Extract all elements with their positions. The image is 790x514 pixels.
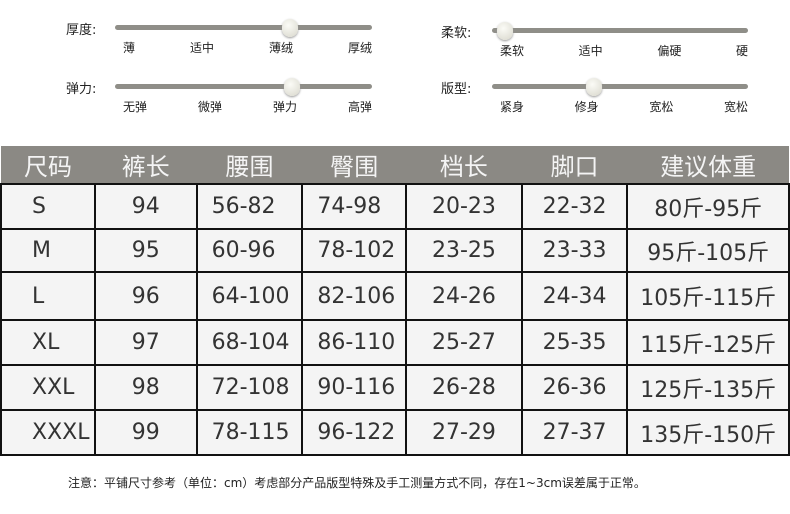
table-cell: 24-26 (405, 271, 523, 321)
attribute-label: 弹力: (66, 82, 97, 97)
column-header: 建议体重 (627, 146, 789, 184)
option-label: 硬 (735, 44, 748, 58)
slider-track (492, 22, 748, 40)
table-cell: 72-108 (195, 364, 304, 411)
attribute-label: 厚度: (66, 23, 97, 38)
table-cell: 95 (93, 228, 198, 273)
option-label: 宽松 (723, 100, 748, 114)
table-cell: 78-115 (195, 409, 304, 456)
table-cell: 78-102 (301, 228, 408, 273)
table-header: 尺码 裤长 腰围 臀围 档长 脚口 建议体重 (1, 146, 789, 184)
table-cell: 80斤-95斤 (626, 183, 790, 230)
slider-knob (586, 78, 603, 96)
column-header: 臀围 (302, 146, 407, 184)
table-cell: 90-116 (301, 364, 408, 411)
option-label: 适中 (578, 44, 603, 58)
table-cell: 96 (93, 271, 198, 321)
table-cell: 94 (93, 183, 198, 230)
column-header: 裤长 (94, 146, 197, 184)
option-label: 偏硬 (657, 44, 682, 58)
table-row: M 95 60-96 78-102 23-25 23-33 95斤-105斤 (0, 228, 790, 273)
table-row: XXL 98 72-108 90-116 26-28 26-36 125斤-135斤 (0, 364, 790, 411)
attribute-label: 版型: (441, 82, 472, 97)
column-header: 腰围 (196, 146, 303, 184)
table-cell: 25-27 (405, 319, 523, 366)
table-cell: 82-106 (301, 271, 408, 321)
attribute-slider: 弹力: 无弹 微弹 弹力 高弹 (66, 78, 372, 128)
table-cell: 74-98 (301, 183, 408, 230)
table-cell: 56-82 (195, 183, 304, 230)
table-cell: 27-29 (405, 409, 523, 456)
option-label: 无弹 (123, 100, 148, 114)
table-cell: XXL (0, 364, 96, 411)
table-cell: XXXL (0, 409, 96, 456)
attribute-slider: 厚度: 薄 适中 薄绒 厚绒 (66, 19, 372, 69)
table-row: XL 97 68-104 86-110 25-27 25-35 115斤-125斤 (0, 319, 790, 366)
table-cell: 26-28 (405, 364, 523, 411)
attribute-slider: 版型: 紧身 修身 宽松 宽松 (441, 78, 748, 128)
table-cell: 97 (93, 319, 198, 366)
table-cell: 135斤-150斤 (626, 409, 790, 456)
attribute-slider: 柔软: 柔软 适中 偏硬 硬 (441, 22, 748, 72)
option-label: 薄 (123, 41, 136, 55)
table-cell: 125斤-135斤 (626, 364, 790, 411)
option-label: 适中 (189, 41, 214, 55)
option-label: 弹力 (272, 100, 297, 114)
table-row: S 94 56-82 74-98 20-23 22-32 80斤-95斤 (0, 183, 790, 230)
option-label: 薄绒 (268, 41, 293, 55)
table-cell: 86-110 (301, 319, 408, 366)
table-cell: 64-100 (195, 271, 304, 321)
slider-knob (284, 78, 301, 96)
option-label: 厚绒 (347, 41, 372, 55)
option-label: 柔软 (500, 44, 525, 58)
table-cell: 26-36 (520, 364, 629, 411)
table-cell: 98 (93, 364, 198, 411)
table-cell: 105斤-115斤 (626, 271, 790, 321)
table-cell: 20-23 (405, 183, 523, 230)
table-cell: 24-34 (520, 271, 629, 321)
slider-track (492, 78, 748, 96)
slider-track (115, 19, 372, 37)
table-cell: 23-25 (405, 228, 523, 273)
table-cell: 96-122 (301, 409, 408, 456)
table-cell: S (0, 183, 96, 230)
option-label: 宽松 (649, 100, 674, 114)
option-label: 修身 (574, 100, 599, 114)
table-cell: 95斤-105斤 (626, 228, 790, 273)
table-row: XXXL 99 78-115 96-122 27-29 27-37 135斤-150斤 (0, 409, 790, 456)
attribute-label: 柔软: (441, 26, 472, 41)
table-cell: M (0, 228, 96, 273)
column-header: 脚口 (521, 146, 628, 184)
measurement-note: 注意：平铺尺寸参考（单位：cm）考虑部分产品版型特殊及手工测量方式不同，存在1~… (68, 476, 646, 490)
column-header: 尺码 (1, 146, 95, 184)
option-label: 紧身 (500, 100, 525, 114)
table-cell: XL (0, 319, 96, 366)
table-cell: 60-96 (195, 228, 304, 273)
slider-knob (281, 19, 298, 37)
table-cell: 99 (93, 409, 198, 456)
slider-knob (496, 22, 513, 40)
size-table: 尺码 裤长 腰围 臀围 档长 脚口 建议体重 S 94 56-82 74-98 20-23 22-32… (0, 146, 790, 456)
table-cell: 115斤-125斤 (626, 319, 790, 366)
table-cell: 25-35 (520, 319, 629, 366)
table-cell: 22-32 (520, 183, 629, 230)
table-cell: 23-33 (520, 228, 629, 273)
table-cell: 27-37 (520, 409, 629, 456)
slider-track (115, 78, 372, 96)
table-cell: 68-104 (195, 319, 304, 366)
table-cell: L (0, 271, 96, 321)
option-label: 微弹 (197, 100, 222, 114)
table-row: L 96 64-100 82-106 24-26 24-34 105斤-115斤 (0, 271, 790, 321)
option-label: 高弹 (347, 100, 372, 114)
column-header: 档长 (406, 146, 522, 184)
